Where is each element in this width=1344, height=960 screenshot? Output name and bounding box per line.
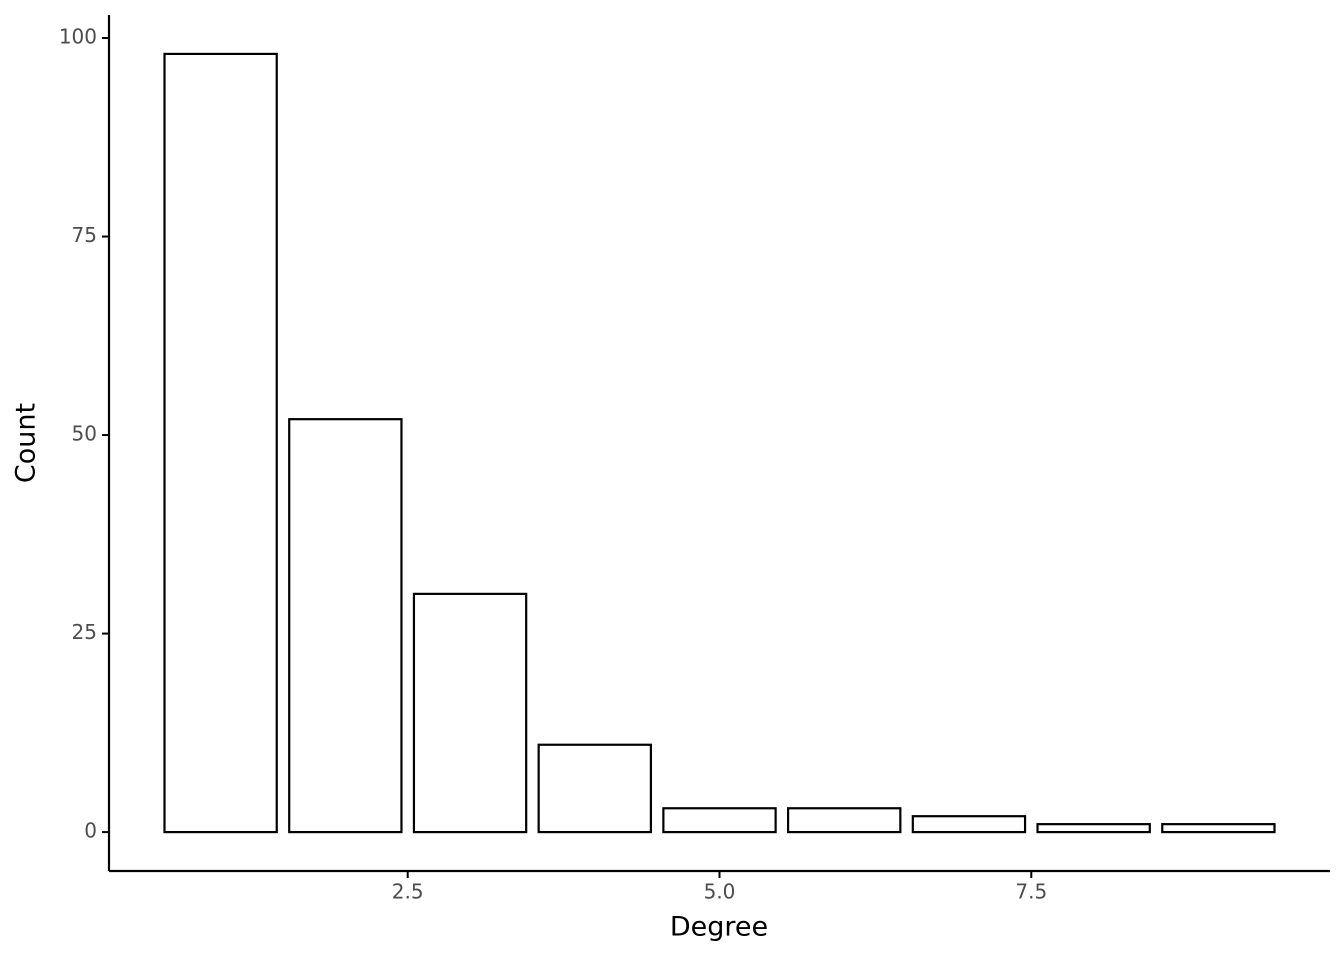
x-axis-title: Degree xyxy=(670,912,768,943)
bar xyxy=(786,807,902,834)
y-axis-title: Count xyxy=(11,403,42,483)
bar xyxy=(662,807,777,834)
bar xyxy=(412,592,528,834)
y-tick-label: 25 xyxy=(72,620,97,644)
y-tick-label: 50 xyxy=(72,422,97,446)
x-tick-label: 7.5 xyxy=(1015,880,1047,904)
x-tick-label: 5.0 xyxy=(704,880,736,904)
bar xyxy=(1036,823,1151,834)
bar xyxy=(911,815,1027,834)
bar xyxy=(163,52,278,834)
y-tick-label: 0 xyxy=(84,819,97,843)
bar xyxy=(1161,823,1276,834)
y-tick-label: 100 xyxy=(59,25,97,49)
y-tick-label: 75 xyxy=(72,223,97,247)
bar xyxy=(288,418,403,834)
bar xyxy=(537,743,653,834)
x-tick-label: 2.5 xyxy=(392,880,424,904)
